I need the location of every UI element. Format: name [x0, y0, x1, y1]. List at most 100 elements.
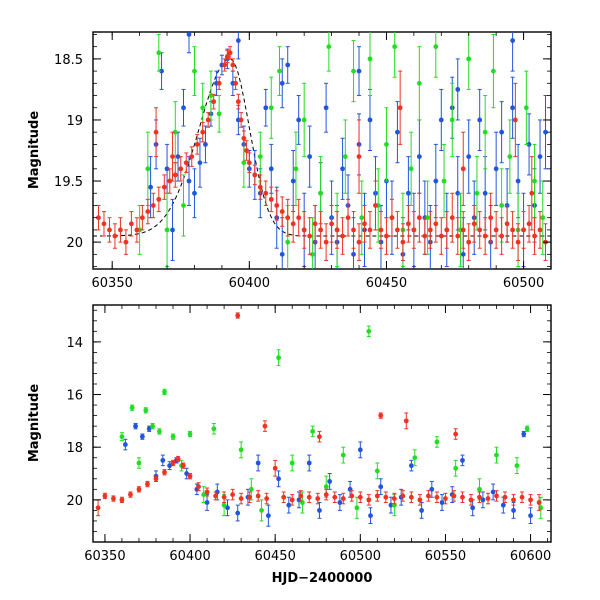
bottom-data-point: [477, 494, 482, 500]
bottom-data-point: [434, 494, 440, 500]
top-data-point: [230, 62, 236, 68]
bottom-data-point: [419, 508, 425, 513]
top-data-point: [216, 111, 222, 117]
bottom-data-point: [514, 463, 520, 469]
top-data-point: [526, 221, 532, 227]
top-data-point: [227, 50, 233, 56]
top-data-point: [537, 154, 543, 160]
top-data-point: [307, 154, 313, 160]
top-data-point: [482, 190, 488, 196]
top-data-point: [205, 117, 211, 123]
bottom-data-point: [485, 496, 491, 501]
top-data-point: [482, 129, 488, 135]
bottom-data-point: [378, 413, 384, 418]
top-data-point: [405, 190, 411, 196]
top-data-point: [128, 221, 134, 227]
bottom-data-point: [247, 494, 253, 500]
bottom-data-point: [317, 434, 322, 440]
bottom-data-point: [524, 426, 530, 432]
bottom-data-point: [143, 407, 149, 413]
bottom-data-point: [538, 505, 544, 511]
top-data-point: [455, 87, 461, 92]
top-data-point: [235, 99, 241, 105]
top-data-point: [186, 178, 192, 184]
top-data-point: [181, 203, 186, 208]
bottom-plot-frame: [92, 304, 552, 543]
bottom-data-point: [213, 493, 218, 499]
bottom-data-point: [150, 423, 155, 429]
bottom-data-point: [289, 460, 295, 466]
top-model-curve: [93, 58, 551, 237]
bottom-x-axis-title: HJD−2400000: [272, 571, 373, 586]
top-data-point: [345, 215, 351, 221]
bottom-data-point: [391, 496, 397, 501]
bottom-data-point: [453, 431, 459, 437]
top-y-tick-label: 18.5: [54, 53, 83, 68]
bottom-data-point: [136, 486, 142, 492]
top-data-point: [156, 50, 162, 56]
top-data-point: [172, 129, 178, 135]
top-data-point: [244, 148, 249, 153]
bottom-y-tick-label: 18: [66, 441, 83, 456]
bottom-data-point: [426, 493, 431, 499]
top-data-point: [167, 178, 173, 184]
top-x-tick-label: 60500: [503, 276, 544, 291]
top-data-point: [310, 251, 315, 257]
top-data-point: [529, 190, 535, 196]
top-data-point: [268, 166, 274, 172]
top-data-point: [107, 227, 112, 233]
top-data-point: [296, 215, 302, 221]
top-data-point: [351, 227, 356, 233]
bottom-data-point: [162, 389, 167, 395]
bottom-x-tick-label: 60500: [340, 549, 381, 564]
bottom-x-tick-label: 60600: [510, 549, 551, 564]
bottom-data-point: [204, 500, 210, 505]
top-data-point: [285, 62, 291, 68]
top-data-point: [224, 54, 230, 59]
top-data-point: [515, 178, 521, 184]
top-data-point: [123, 239, 129, 245]
top-data-point: [241, 135, 247, 141]
bottom-data-point: [235, 510, 241, 516]
top-data-point: [307, 233, 313, 239]
bottom-data-point: [136, 460, 142, 466]
top-data-point: [312, 221, 318, 227]
top-data-point: [449, 117, 455, 123]
top-data-point: [340, 233, 345, 239]
top-data-point: [238, 117, 244, 123]
bottom-x-tick-label: 60450: [254, 549, 295, 564]
top-data-point: [395, 129, 400, 135]
bottom-data-point: [434, 439, 440, 445]
bottom-data-point: [255, 460, 261, 466]
top-data-point: [233, 80, 239, 86]
bottom-data-point: [162, 469, 167, 475]
top-data-point: [279, 209, 285, 214]
bottom-data-point: [265, 513, 271, 519]
top-data-point: [189, 154, 195, 160]
top-data-point: [274, 203, 280, 208]
top-data-point: [334, 227, 340, 233]
top-data-point: [161, 184, 167, 190]
bottom-data-point: [111, 496, 116, 501]
top-data-point: [507, 154, 513, 160]
bottom-data-point: [235, 313, 241, 318]
top-data-point: [277, 68, 282, 74]
top-data-point: [101, 221, 107, 227]
top-data-point: [156, 196, 162, 202]
bottom-data-point: [145, 481, 150, 487]
bottom-data-point: [196, 484, 201, 490]
bottom-axis-ticks: 60350 60400 60450 60500 60550 60600 14 16 18 20: [66, 305, 551, 564]
top-data-point: [395, 227, 400, 233]
bottom-data-point: [400, 493, 406, 499]
top-data-point: [362, 221, 367, 227]
bottom-data-point: [95, 505, 101, 511]
top-data-point: [159, 68, 164, 74]
top-data-point: [537, 227, 543, 233]
top-data-point: [416, 80, 422, 86]
bottom-data-point: [500, 502, 506, 508]
bottom-data-point: [374, 468, 380, 474]
bottom-data-point: [388, 502, 394, 508]
bottom-data-point: [490, 489, 496, 495]
bottom-data-point: [357, 494, 363, 500]
top-data-point: [460, 166, 466, 172]
